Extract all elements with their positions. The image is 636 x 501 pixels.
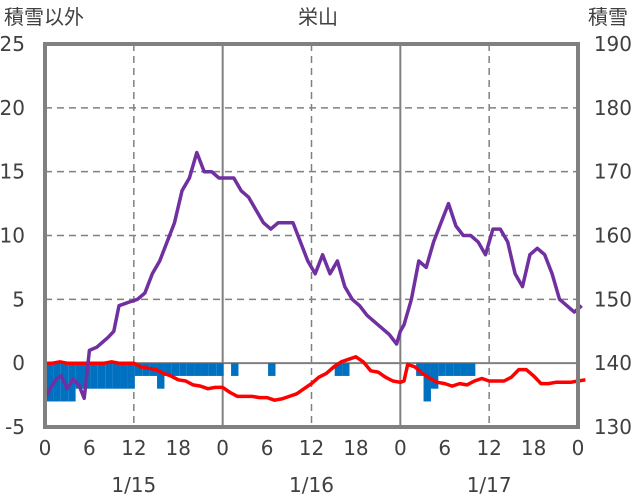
x-tick-label: 0 <box>39 436 52 460</box>
precip-bar <box>179 363 187 376</box>
left-tick-label: 10 <box>0 224 25 248</box>
date-label: 1/15 <box>111 473 156 497</box>
precip-bar <box>194 363 202 376</box>
precip-bar <box>334 363 343 376</box>
right-tick-label: 180 <box>594 96 632 120</box>
precip-bar <box>105 363 113 389</box>
precip-bar <box>127 363 135 389</box>
precip-bar <box>112 363 121 389</box>
precip-bar <box>467 363 476 376</box>
date-labels: 1/15 1/16 1/17 <box>111 473 511 497</box>
x-tick-label: 18 <box>343 436 368 460</box>
precip-bar <box>216 363 224 376</box>
right-tick-label: 160 <box>594 224 632 248</box>
chart-title: 栄山 <box>298 5 338 29</box>
x-tick-label: 0 <box>572 436 585 460</box>
precip-bar <box>120 363 128 389</box>
date-label: 1/17 <box>467 473 512 497</box>
x-tick-label: 18 <box>166 436 191 460</box>
precip-bar <box>53 363 61 402</box>
precip-bar <box>453 363 461 376</box>
plot-frame <box>43 42 580 429</box>
precip-bar <box>268 363 276 376</box>
x-tick-label: 12 <box>476 436 501 460</box>
right-axis-label: 積雪 <box>588 5 628 29</box>
x-tick-label: 12 <box>299 436 324 460</box>
precip-bar <box>164 363 172 376</box>
temperature-line <box>45 355 586 402</box>
precip-bar <box>134 363 143 376</box>
x-tick-label: 6 <box>438 436 451 460</box>
precip-bar <box>157 363 165 389</box>
precip-bar <box>231 363 239 376</box>
precip-bar <box>46 363 54 402</box>
precip-bar <box>423 363 431 402</box>
precip-bar <box>171 363 180 376</box>
precip-bars <box>46 363 476 402</box>
precip-bar <box>97 363 106 389</box>
left-axis-label: 積雪以外 <box>4 5 84 29</box>
right-tick-label: 130 <box>594 415 632 439</box>
precip-bar <box>201 363 209 376</box>
precip-bar <box>208 363 217 376</box>
left-tick-label: 25 <box>0 32 25 56</box>
precip-bar <box>430 363 439 389</box>
precip-bar <box>186 363 195 376</box>
left-axis-ticks: -5 0 5 10 15 20 25 <box>0 32 25 439</box>
snow-depth-line <box>43 150 583 401</box>
precip-bar <box>90 363 98 389</box>
precip-bar <box>445 363 454 376</box>
right-axis-ticks: 130 140 150 160 170 180 190 <box>594 32 632 439</box>
right-tick-label: 150 <box>594 287 632 311</box>
left-tick-label: 20 <box>0 96 25 120</box>
x-axis-ticks: 0 6 12 18 0 6 12 18 0 6 12 18 0 <box>39 436 585 460</box>
x-tick-label: 0 <box>394 436 407 460</box>
precip-bar <box>438 363 446 376</box>
x-tick-label: 6 <box>83 436 96 460</box>
x-tick-label: 12 <box>121 436 146 460</box>
right-tick-label: 170 <box>594 160 632 184</box>
x-tick-label: 0 <box>216 436 229 460</box>
series-lines <box>43 150 586 402</box>
right-tick-label: 190 <box>594 32 632 56</box>
precip-bar <box>342 363 350 376</box>
left-tick-label: 5 <box>12 287 25 311</box>
precip-bar <box>75 363 84 389</box>
left-tick-label: 0 <box>12 351 25 375</box>
left-tick-label: 15 <box>0 160 25 184</box>
x-tick-label: 18 <box>521 436 546 460</box>
right-tick-label: 140 <box>594 351 632 375</box>
x-tick-label: 6 <box>261 436 274 460</box>
precip-bar <box>460 363 468 376</box>
date-label: 1/16 <box>289 473 334 497</box>
left-tick-label: -5 <box>5 415 25 439</box>
